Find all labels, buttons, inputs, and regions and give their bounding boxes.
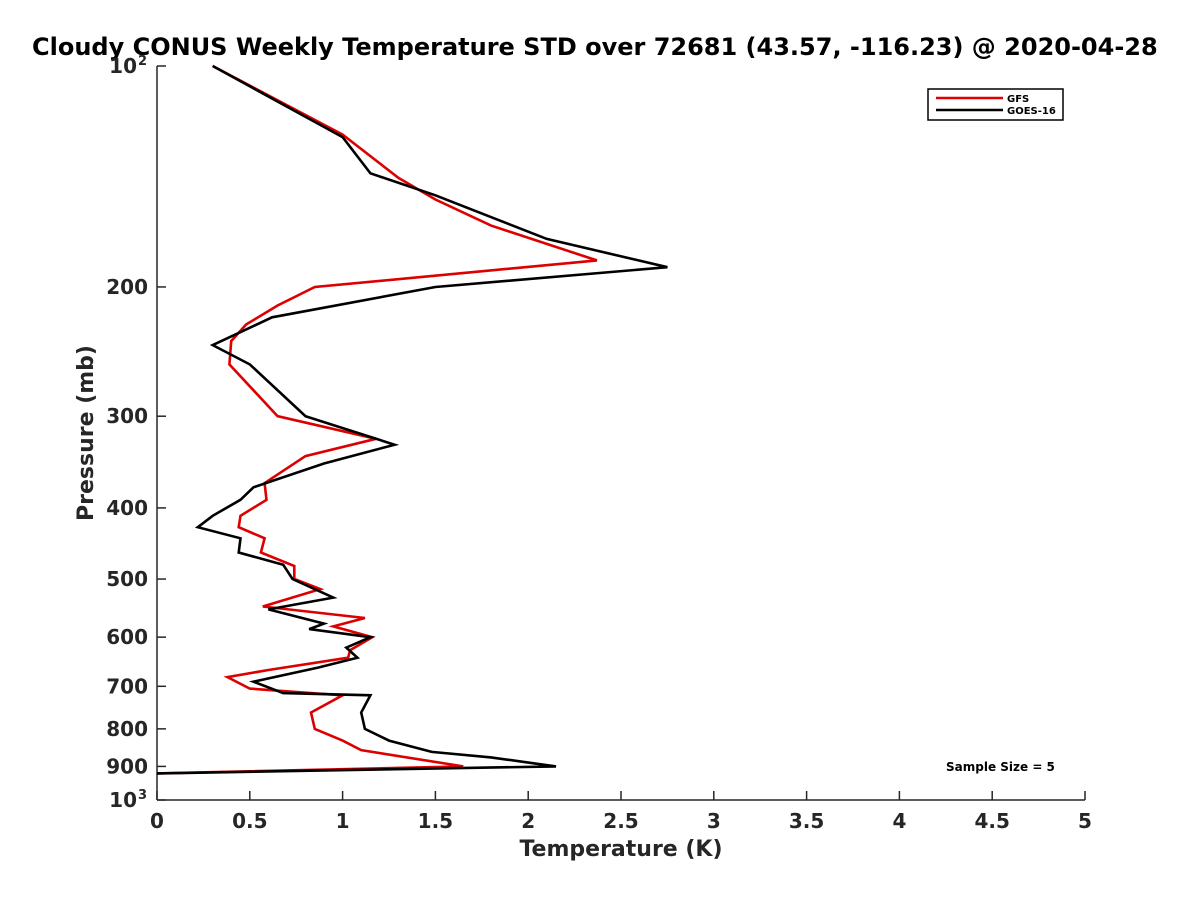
x-tick-label: 1	[336, 809, 350, 833]
x-tick-label: 2.5	[603, 809, 638, 833]
y-tick-label: 10	[109, 788, 137, 812]
x-tick-label: 3	[707, 809, 721, 833]
sample-size-annotation: Sample Size = 5	[946, 760, 1055, 774]
series-line-goes16	[156, 64, 668, 775]
legend: GFS GOES-16	[927, 88, 1064, 121]
y-tick-exponent: 3	[138, 788, 147, 803]
x-tick-label: 2	[521, 809, 535, 833]
y-tick-label: 900	[106, 754, 148, 778]
x-tick-label: 0.5	[232, 809, 267, 833]
x-axis-ticks: 0 0.5 1 1.5 2 2.5 3 3.5 4 4.5 5	[150, 791, 1092, 833]
y-tick-exponent: 2	[138, 54, 147, 69]
y-tick-label: 10	[109, 54, 137, 78]
legend-box	[927, 88, 1064, 121]
y-tick-label: 500	[106, 567, 148, 591]
chart-title: Cloudy CONUS Weekly Temperature STD over…	[32, 33, 1158, 61]
y-tick-label: 700	[106, 674, 148, 698]
x-tick-label: 3.5	[789, 809, 824, 833]
legend-label-goes16: GOES-16	[1007, 106, 1056, 117]
y-tick-label: 200	[106, 275, 148, 299]
x-tick-label: 4	[892, 809, 906, 833]
legend-label-gfs: GFS	[1007, 94, 1029, 105]
x-tick-label: 1.5	[418, 809, 453, 833]
x-tick-label: 5	[1078, 809, 1092, 833]
y-tick-label: 300	[106, 404, 148, 428]
plot-area	[156, 66, 1085, 801]
series-lines	[156, 64, 668, 775]
series-line-gfs	[156, 64, 598, 775]
y-tick-label: 600	[106, 625, 148, 649]
x-axis-label: Temperature (K)	[519, 837, 722, 862]
x-tick-label: 0	[150, 809, 164, 833]
y-axis-label: Pressure (mb)	[74, 345, 99, 521]
y-tick-label: 400	[106, 496, 148, 520]
x-tick-label: 4.5	[974, 809, 1009, 833]
y-tick-label: 800	[106, 717, 148, 741]
